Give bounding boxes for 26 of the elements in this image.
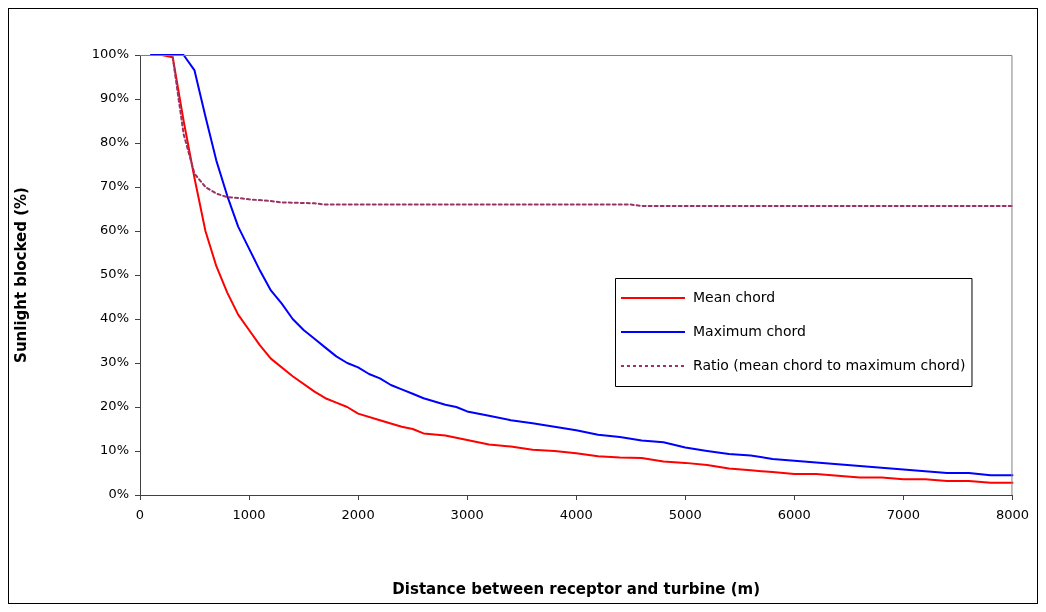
y-tick-label: 60% — [100, 222, 129, 238]
y-tick-label: 80% — [100, 134, 129, 150]
legend-label: Maximum chord — [692, 322, 806, 339]
x-tick-label: 0 — [135, 507, 145, 523]
x-tick-label: 6000 — [777, 507, 811, 523]
y-tick-label: 100% — [91, 46, 129, 62]
y-tick-label: 10% — [100, 442, 129, 458]
x-tick-label: 3000 — [450, 507, 484, 523]
y-tick-label: 0% — [108, 486, 129, 502]
y-tick-label: 40% — [100, 310, 129, 326]
y-tick-label: 30% — [100, 354, 129, 370]
x-tick-label: 4000 — [559, 507, 593, 523]
y-tick-label: 50% — [100, 266, 129, 282]
y-tick-label: 90% — [100, 90, 129, 106]
legend-label: Ratio (mean chord to maximum chord) — [692, 356, 966, 373]
y-tick-label: 70% — [100, 178, 129, 194]
line-series — [171, 56, 1014, 207]
x-tick-label: 8000 — [995, 507, 1029, 523]
x-tick-label: 7000 — [886, 507, 920, 523]
legend-label: Mean chord — [692, 288, 776, 305]
x-axis-title: Distance between receptor and turbine (m) — [392, 579, 761, 598]
y-tick-label: 20% — [100, 398, 129, 414]
x-tick-label: 1000 — [232, 507, 266, 523]
x-tick-label: 5000 — [668, 507, 702, 523]
x-tick-label: 2000 — [341, 507, 375, 523]
y-axis-title: Sunlight blocked (%) — [11, 187, 30, 363]
